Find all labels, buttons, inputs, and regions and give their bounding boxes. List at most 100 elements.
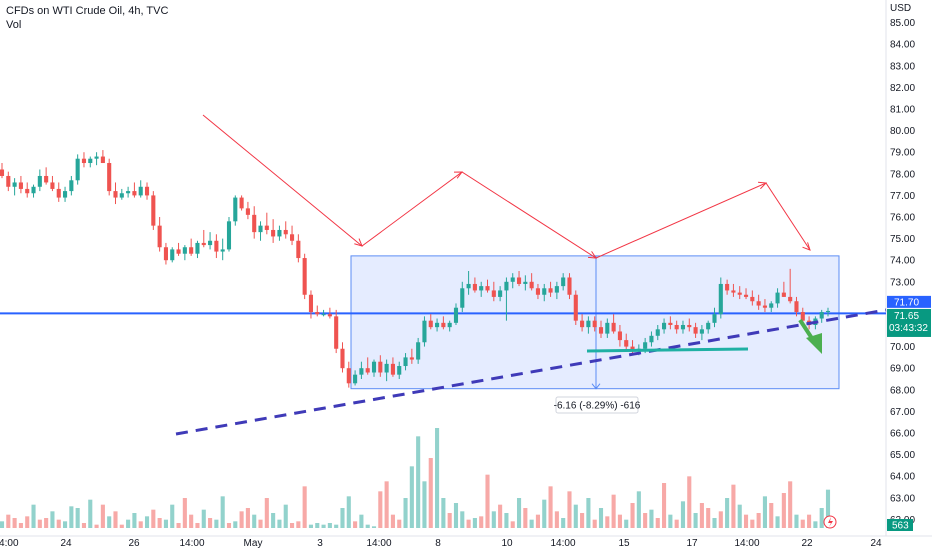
candle-body bbox=[37, 175, 42, 187]
candle-body bbox=[598, 327, 604, 334]
volume-bar bbox=[63, 521, 68, 528]
volume-bar bbox=[655, 518, 660, 528]
time-tick-label: 24 bbox=[60, 538, 72, 549]
candle-body bbox=[668, 322, 673, 325]
candle-body bbox=[315, 312, 320, 315]
candle-body bbox=[334, 316, 339, 349]
volume-bar bbox=[277, 519, 282, 528]
volume-bar bbox=[662, 483, 667, 528]
candle-body bbox=[384, 363, 389, 373]
volume-bar bbox=[630, 503, 635, 528]
volume-bars bbox=[0, 428, 831, 528]
candle-body bbox=[12, 182, 17, 187]
candle-body bbox=[56, 188, 61, 198]
candle-body bbox=[624, 340, 629, 347]
volume-bar bbox=[226, 523, 232, 528]
price-tick-label: 77.00 bbox=[890, 191, 915, 202]
candle-body bbox=[561, 277, 566, 287]
volume-bar bbox=[441, 498, 446, 528]
volume-bar bbox=[302, 486, 307, 528]
volume-bar bbox=[271, 513, 276, 528]
candle-body bbox=[435, 322, 440, 328]
price-tick-label: 68.00 bbox=[890, 385, 915, 396]
volume-bar bbox=[170, 504, 175, 528]
candle-body bbox=[63, 191, 68, 198]
candle-body bbox=[567, 277, 572, 295]
volume-bar bbox=[6, 514, 11, 528]
candle-body bbox=[44, 175, 49, 183]
price-tick-label: 73.00 bbox=[890, 277, 915, 288]
candle-body bbox=[743, 294, 749, 297]
current-price-tag bbox=[887, 308, 931, 337]
candle-body bbox=[605, 322, 610, 334]
countdown-text: 03:43:32 bbox=[889, 323, 928, 334]
candle-body bbox=[214, 240, 219, 252]
volume-bar bbox=[643, 513, 648, 528]
volume-bar bbox=[466, 519, 471, 528]
price-tick-label: 67.00 bbox=[890, 407, 915, 418]
volume-bar bbox=[283, 504, 288, 528]
measure-arrow bbox=[591, 383, 601, 390]
candle-body bbox=[649, 335, 654, 343]
price-tick-label: 84.00 bbox=[890, 40, 915, 51]
volume-bar bbox=[504, 513, 509, 528]
candle-body bbox=[611, 322, 616, 332]
candle-body bbox=[535, 288, 541, 295]
candle-body bbox=[6, 175, 11, 187]
candle-body bbox=[289, 234, 295, 241]
zigzag-projection bbox=[202, 114, 811, 259]
volume-bar bbox=[775, 516, 780, 528]
candle-body bbox=[825, 310, 831, 313]
candle-body bbox=[397, 366, 402, 375]
volume-bar bbox=[756, 513, 761, 528]
volume-bar bbox=[422, 481, 427, 528]
price-axis[interactable]: USD 85.00 84.00 83.00 82.00 81.00 80.00 79.00 78… bbox=[885, 0, 915, 536]
volume-bar bbox=[788, 481, 793, 528]
candle-body bbox=[674, 324, 679, 330]
volume-bar bbox=[214, 519, 219, 528]
candle-body bbox=[144, 186, 150, 196]
price-tick-label: 85.00 bbox=[890, 18, 915, 29]
candle-body bbox=[699, 329, 704, 334]
time-tick-label: 14:00 bbox=[179, 538, 204, 549]
volume-bar bbox=[743, 514, 749, 528]
time-tick-label: 10 bbox=[501, 538, 513, 549]
volume-bar bbox=[340, 508, 345, 528]
last-price-tag bbox=[887, 295, 931, 308]
candle-body bbox=[390, 363, 395, 375]
candle-body bbox=[296, 240, 301, 259]
volume-bar bbox=[554, 511, 559, 528]
candle-body bbox=[750, 296, 755, 302]
volume-bar bbox=[195, 523, 200, 528]
volume-bar bbox=[712, 518, 717, 528]
volume-bar bbox=[567, 491, 572, 528]
candle-body bbox=[775, 292, 780, 304]
candle-body bbox=[548, 288, 553, 293]
time-tick-label: 24 bbox=[870, 538, 882, 549]
volume-bar bbox=[636, 491, 641, 528]
volume-bar bbox=[693, 513, 698, 528]
volume-legend: Vol bbox=[6, 19, 22, 31]
measure-label-box bbox=[555, 396, 639, 414]
candle-body bbox=[126, 191, 131, 194]
candle-body bbox=[504, 281, 509, 291]
time-tick-label: 8 bbox=[435, 538, 441, 549]
volume-tag-text: 563 bbox=[892, 521, 909, 532]
volume-bar bbox=[359, 514, 364, 528]
volume-bar bbox=[699, 503, 704, 528]
candle-body bbox=[580, 320, 585, 328]
candle-body bbox=[687, 324, 692, 328]
time-axis[interactable]: 14:00 24 26 14:00 May 3 14:00 8 10 14:00 15 17 14:00… bbox=[0, 535, 932, 549]
candle-body bbox=[226, 221, 232, 250]
candle-body bbox=[762, 305, 767, 308]
volume-bar bbox=[750, 519, 755, 528]
candle-body bbox=[302, 258, 307, 295]
volume-bar bbox=[769, 503, 774, 528]
candle-body bbox=[800, 312, 805, 321]
volume-bar bbox=[781, 493, 786, 528]
candle-body bbox=[416, 342, 421, 360]
volume-bar bbox=[208, 518, 213, 528]
candle-body bbox=[327, 314, 332, 317]
candle-body bbox=[725, 283, 730, 291]
